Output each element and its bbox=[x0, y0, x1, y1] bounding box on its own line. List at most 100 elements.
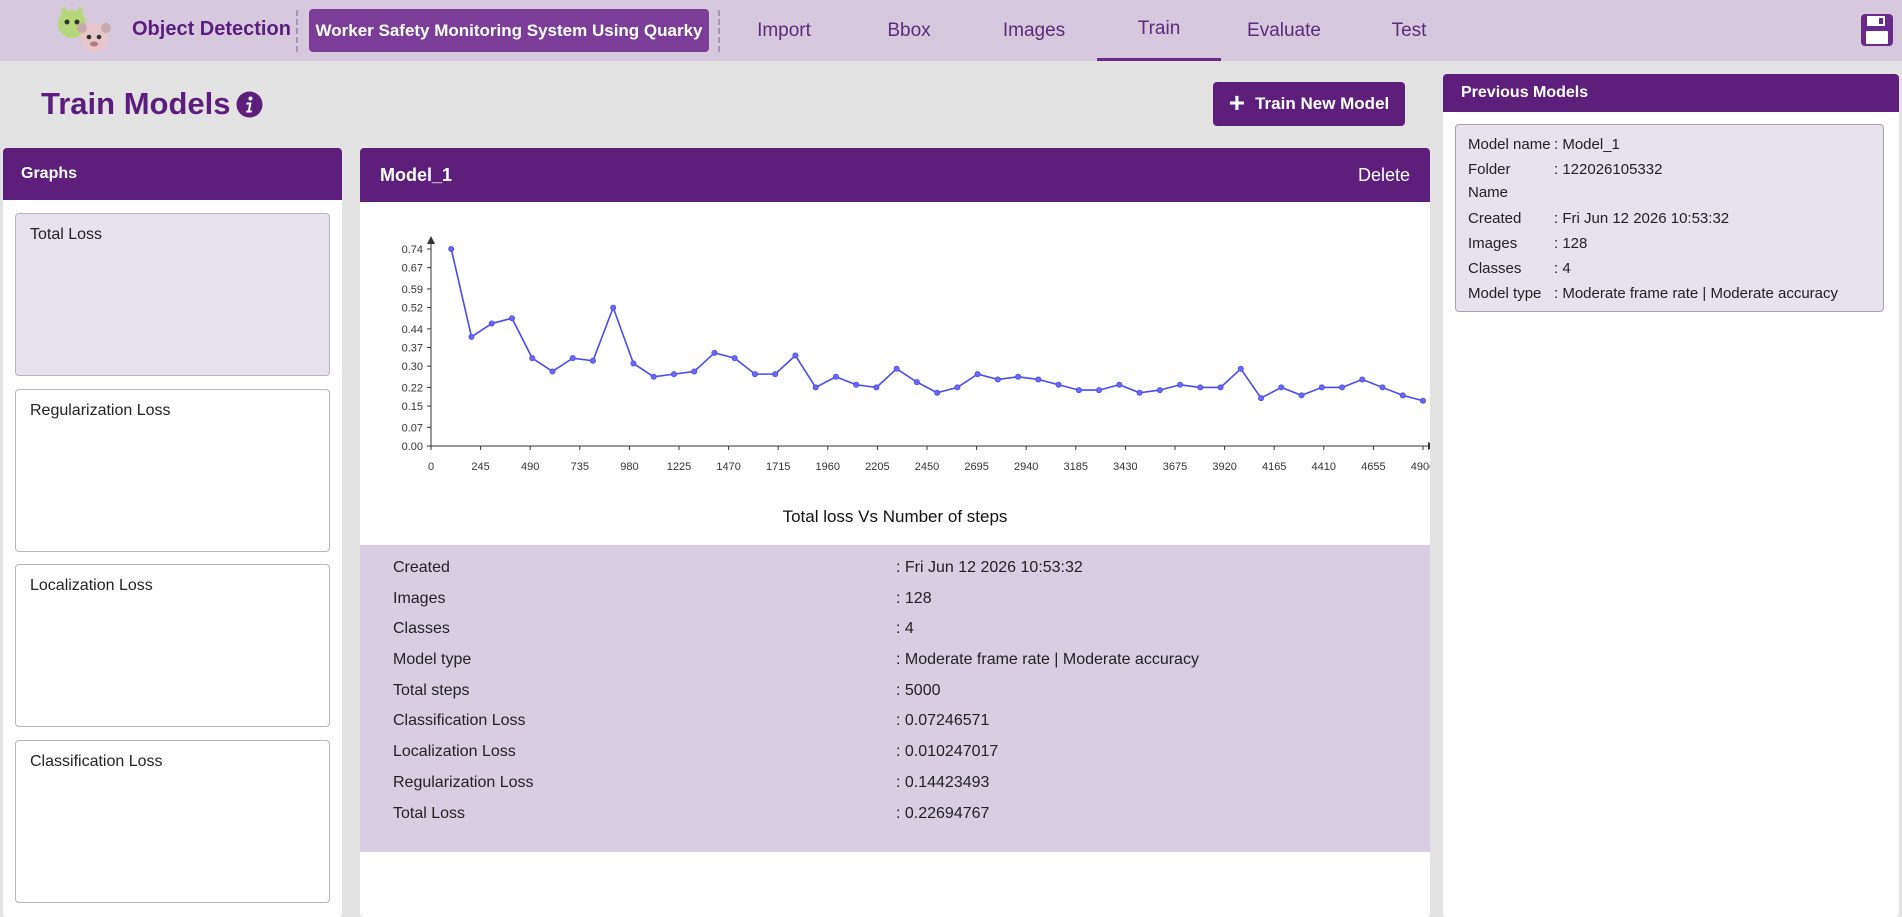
detail-label: Total Loss bbox=[393, 804, 466, 822]
x-tick-label: 2695 bbox=[964, 461, 988, 473]
graph-card-label: Localization Loss bbox=[30, 577, 153, 594]
x-axis-arrow bbox=[1428, 442, 1430, 450]
tab-evaluate[interactable]: Evaluate bbox=[1247, 19, 1321, 41]
model-info-row: Images: 128 bbox=[1456, 235, 1883, 260]
delete-button[interactable]: Delete bbox=[1357, 164, 1410, 185]
previous-models-header: Previous Models bbox=[1443, 74, 1899, 112]
x-tick-label: 3675 bbox=[1163, 461, 1187, 473]
x-tick-label: 3185 bbox=[1064, 461, 1088, 473]
y-tick-label: 0.59 bbox=[402, 284, 423, 296]
data-point bbox=[1318, 384, 1325, 391]
model-info-value: : 128 bbox=[1554, 235, 1588, 253]
graph-card-localization-loss[interactable]: Localization Loss bbox=[15, 564, 330, 727]
graphs-panel-header: Graphs bbox=[3, 148, 342, 200]
divider bbox=[296, 10, 298, 52]
chart-title: Total loss Vs Number of steps bbox=[782, 507, 1008, 526]
train-new-model-button[interactable]: + Train New Model bbox=[1213, 82, 1405, 126]
data-point bbox=[549, 368, 556, 375]
data-point bbox=[529, 355, 536, 362]
detail-value: : 0.010247017 bbox=[896, 743, 999, 761]
y-tick-label: 0.52 bbox=[402, 303, 423, 315]
data-point bbox=[711, 349, 718, 356]
top-bar: Object Detection Worker Safety Monitorin… bbox=[0, 0, 1902, 61]
data-point bbox=[1379, 384, 1386, 391]
floppy-disk-icon[interactable] bbox=[1860, 13, 1894, 47]
project-name-button[interactable]: Worker Safety Monitoring System Using Qu… bbox=[309, 9, 709, 52]
data-point bbox=[934, 389, 941, 396]
y-tick-label: 0.37 bbox=[402, 343, 423, 355]
data-point bbox=[772, 371, 779, 378]
detail-label: Classes bbox=[393, 620, 450, 638]
data-point bbox=[751, 371, 758, 378]
detail-row: Model type : Moderate frame rate | Modera… bbox=[360, 643, 1430, 674]
model-info-value: : 122026105332 bbox=[1554, 160, 1663, 178]
x-tick-label: 3920 bbox=[1212, 461, 1236, 473]
x-tick-label: 4655 bbox=[1361, 461, 1385, 473]
model-info-value: : Model_1 bbox=[1554, 136, 1620, 153]
data-point bbox=[954, 384, 961, 391]
x-tick-label: 4410 bbox=[1312, 461, 1336, 473]
data-point bbox=[812, 384, 819, 391]
x-tick-label: 1225 bbox=[667, 461, 691, 473]
graph-card-classification-loss[interactable]: Classification Loss bbox=[15, 740, 330, 903]
detail-label: Model type bbox=[393, 651, 472, 669]
data-point bbox=[1339, 384, 1346, 391]
detail-value: : Fri Jun 12 2026 10:53:32 bbox=[896, 559, 1083, 576]
detail-value: : Moderate frame rate | Moderate accurac… bbox=[896, 651, 1199, 669]
info-icon[interactable] bbox=[236, 91, 263, 118]
detail-label: Total steps bbox=[393, 681, 470, 699]
data-point bbox=[853, 381, 860, 388]
detail-row: Localization Loss: 0.010247017 bbox=[360, 735, 1430, 766]
model-details: Created : Fri Jun 12 2026 10:53:32 Images… bbox=[360, 545, 1430, 852]
tab-images[interactable]: Images bbox=[1002, 19, 1066, 41]
data-point bbox=[1156, 387, 1163, 394]
previous-models-panel: Previous Models Model name: Model_1 Fold… bbox=[1443, 74, 1899, 917]
x-tick-label: 1715 bbox=[766, 461, 790, 473]
y-tick-label: 0.30 bbox=[402, 361, 423, 373]
x-tick-label: 1470 bbox=[716, 461, 740, 473]
x-tick-label: 2205 bbox=[865, 461, 889, 473]
tab-train[interactable]: Train bbox=[1097, 0, 1221, 61]
tab-import[interactable]: Import bbox=[757, 19, 811, 41]
data-point bbox=[974, 371, 981, 378]
model-info-value: : 4 bbox=[1554, 259, 1571, 277]
tab-bbox[interactable]: Bbox bbox=[887, 19, 931, 41]
x-tick-label: 0 bbox=[428, 461, 434, 473]
data-point bbox=[691, 368, 698, 375]
detail-label: Created bbox=[393, 559, 450, 576]
graph-card-regularization-loss[interactable]: Regularization Loss bbox=[15, 389, 330, 552]
data-point bbox=[913, 379, 920, 386]
data-point bbox=[792, 352, 799, 359]
model-info-row: Model name: Model_1 bbox=[1456, 136, 1883, 161]
data-point bbox=[610, 304, 617, 311]
graph-card-total-loss[interactable]: Total Loss bbox=[15, 213, 330, 376]
model-info-label: Model type bbox=[1468, 284, 1542, 302]
detail-value: : 5000 bbox=[896, 681, 941, 699]
previous-model-card[interactable]: Model name: Model_1 Folder Name: 12202610… bbox=[1455, 124, 1884, 312]
data-point bbox=[1096, 387, 1103, 394]
data-point bbox=[1075, 387, 1082, 394]
data-point bbox=[1055, 381, 1062, 388]
data-point bbox=[1217, 384, 1224, 391]
detail-row: Classes: 4 bbox=[360, 612, 1430, 643]
model-info-row: Created: Fri Jun 12 2026 10:53:32 bbox=[1456, 210, 1883, 235]
detail-label: Images bbox=[393, 589, 446, 607]
y-tick-label: 0.74 bbox=[402, 244, 423, 256]
model-info-row: Model type: Moderate frame rate | Modera… bbox=[1456, 285, 1883, 310]
graphs-panel-title: Graphs bbox=[21, 165, 78, 182]
train-new-model-label: Train New Model bbox=[1255, 94, 1390, 113]
detail-row: Total Loss: 0.22694767 bbox=[360, 797, 1430, 828]
model-info-value: : Fri Jun 12 2026 10:53:32 bbox=[1554, 210, 1730, 228]
tab-test[interactable]: Test bbox=[1391, 19, 1427, 41]
data-point bbox=[488, 320, 495, 327]
y-tick-label: 0.00 bbox=[402, 441, 423, 453]
data-point bbox=[630, 360, 637, 367]
data-point bbox=[569, 355, 576, 362]
x-tick-label: 2450 bbox=[915, 461, 939, 473]
detail-label: Regularization Loss bbox=[393, 773, 534, 791]
model-panel-header: Model_1 Delete bbox=[360, 148, 1430, 202]
model-info-label: Model name bbox=[1468, 136, 1551, 153]
data-point bbox=[873, 384, 880, 391]
x-tick-label: 4900 bbox=[1411, 461, 1430, 473]
graph-card-label: Total Loss bbox=[30, 226, 103, 243]
